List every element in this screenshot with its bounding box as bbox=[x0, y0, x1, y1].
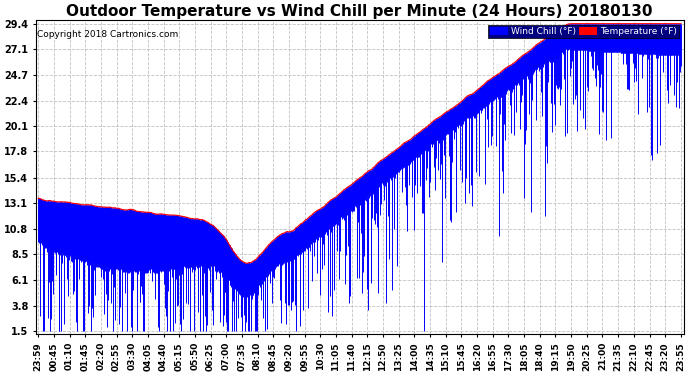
Text: Copyright 2018 Cartronics.com: Copyright 2018 Cartronics.com bbox=[37, 30, 179, 39]
Title: Outdoor Temperature vs Wind Chill per Minute (24 Hours) 20180130: Outdoor Temperature vs Wind Chill per Mi… bbox=[66, 4, 653, 19]
Legend: Wind Chill (°F), Temperature (°F): Wind Chill (°F), Temperature (°F) bbox=[488, 25, 679, 38]
